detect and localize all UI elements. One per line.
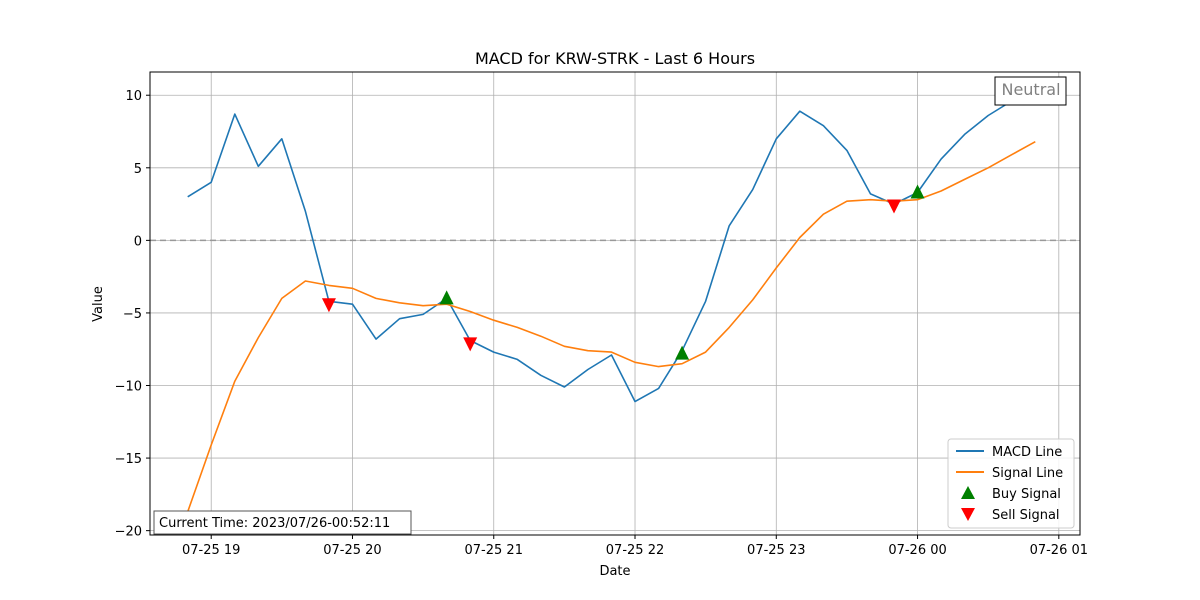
sell-signal-marker	[321, 298, 336, 313]
chart-title: MACD for KRW-STRK - Last 6 Hours	[475, 49, 755, 68]
x-tick-label: 07-26 01	[1030, 543, 1088, 558]
legend-label-sell: Sell Signal	[992, 508, 1060, 523]
legend-swatch-sell	[961, 508, 975, 521]
y-tick-label: −15	[115, 452, 142, 467]
y-tick-label: −10	[115, 380, 142, 395]
legend-label-signal: Signal Line	[992, 466, 1063, 481]
current-time-frame	[153, 510, 412, 535]
axis-ticks: 07-25 19 07-25 20 07-25 21 07-25 22 07-25 23…	[115, 89, 1088, 558]
legend: MACD Line Signal Line Buy Signal Sell Si…	[947, 438, 1075, 529]
y-axis-label: Value	[91, 286, 106, 322]
x-tick-label: 07-25 20	[323, 543, 381, 558]
buy-signal-marker	[675, 345, 690, 360]
legend-label-macd: MACD Line	[992, 445, 1062, 460]
status-box-frame	[994, 76, 1067, 106]
current-time-box: Current Time: 2023/07/26-00:52:11	[153, 510, 412, 535]
y-tick-label: −5	[123, 307, 142, 322]
x-tick-label: 07-25 19	[182, 543, 240, 558]
signal-markers	[321, 184, 925, 360]
x-tick-label: 07-25 21	[465, 543, 523, 558]
sell-signal-marker	[887, 199, 901, 214]
x-tick-label: 07-25 22	[606, 543, 664, 558]
status-box: Neutral	[994, 76, 1067, 106]
current-time-label: Current Time: 2023/07/26-00:52:11	[159, 516, 390, 531]
y-tick-label: 5	[134, 162, 142, 177]
y-tick-label: 10	[125, 89, 142, 104]
status-text: Neutral	[1001, 80, 1060, 99]
plot-frame	[149, 71, 1081, 536]
legend-label-buy: Buy Signal	[992, 487, 1061, 502]
x-axis-label: Date	[599, 564, 630, 579]
legend-swatch-buy	[961, 486, 975, 499]
x-tick-label: 07-26 00	[888, 543, 946, 558]
y-tick-label: −20	[115, 525, 142, 540]
sell-signal-marker	[463, 337, 478, 352]
buy-signal-marker	[439, 290, 454, 305]
buy-signal-marker	[910, 184, 925, 199]
legend-frame	[947, 438, 1075, 529]
y-tick-label: 0	[134, 234, 142, 249]
x-tick-label: 07-25 23	[747, 543, 805, 558]
